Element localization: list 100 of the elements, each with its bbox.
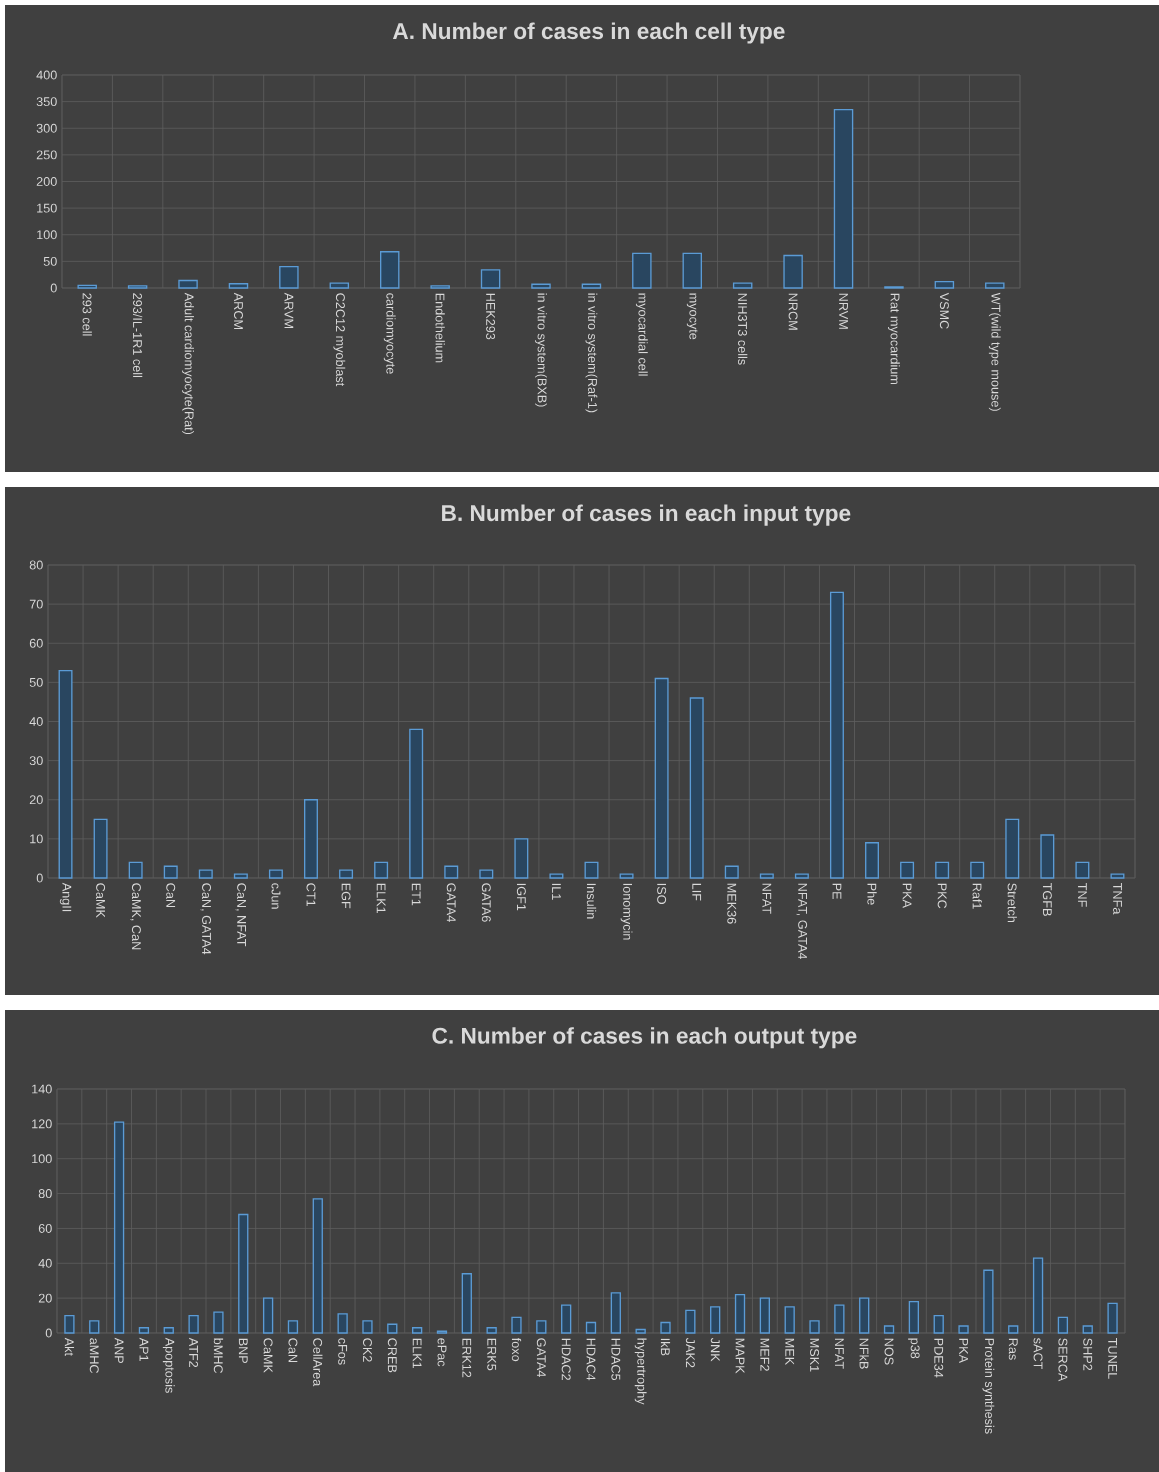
x-tick-label: p38 bbox=[908, 1338, 920, 1359]
bar bbox=[1057, 1316, 1069, 1334]
bar bbox=[64, 1314, 75, 1334]
bar bbox=[970, 861, 985, 879]
bar bbox=[581, 283, 602, 289]
x-tick-label: AngII bbox=[59, 882, 72, 912]
x-tick-label: PKA bbox=[902, 883, 912, 909]
bar bbox=[409, 728, 424, 879]
x-tick-label: AP1 bbox=[139, 1337, 149, 1362]
x-tick-label: myocyte bbox=[686, 293, 698, 340]
x-tick-label: aMHC bbox=[89, 1338, 99, 1374]
x-tick-label: TGFB bbox=[1042, 883, 1052, 916]
y-tick-label: 60 bbox=[38, 1223, 52, 1233]
bar bbox=[163, 865, 178, 879]
bar bbox=[430, 285, 450, 289]
x-tick-label: HDAC4 bbox=[586, 1338, 596, 1381]
x-tick-label: CaMK bbox=[96, 883, 106, 918]
y-tick-label: 10 bbox=[30, 834, 43, 844]
x-tick-label: ISO bbox=[657, 883, 667, 904]
x-tick-label: Akt bbox=[64, 1337, 75, 1356]
bar bbox=[935, 861, 950, 879]
bar bbox=[480, 269, 501, 289]
x-tick-label: GATA4 bbox=[536, 1338, 546, 1377]
x-tick-label: VSMC bbox=[939, 292, 949, 329]
bar bbox=[724, 865, 739, 879]
bar bbox=[859, 1297, 870, 1334]
bar bbox=[833, 108, 854, 289]
bar bbox=[77, 284, 97, 289]
x-tick-label: CaMK, CaN bbox=[130, 883, 141, 950]
x-tick-label: CaN, NFAT bbox=[235, 883, 247, 947]
y-tick-label: 0 bbox=[50, 283, 57, 293]
y-tick-label: 200 bbox=[36, 177, 57, 186]
x-tick-label: hypertrophy bbox=[634, 1338, 647, 1405]
x-tick-label: Protein synthesis bbox=[982, 1338, 995, 1434]
x-tick-label: IkB bbox=[660, 1338, 671, 1356]
x-tick-label: ELK1 bbox=[376, 883, 386, 914]
x-tick-label: MAPK bbox=[735, 1338, 745, 1374]
bar bbox=[89, 1320, 100, 1334]
x-tick-label: IL1 bbox=[552, 883, 561, 900]
x-tick-label: TNFa bbox=[1113, 883, 1122, 915]
x-tick-label: PKA bbox=[959, 1338, 968, 1364]
x-tick-label: IGF1 bbox=[516, 883, 526, 911]
bar bbox=[1107, 1302, 1118, 1334]
bar bbox=[138, 1327, 150, 1334]
bar bbox=[689, 697, 704, 879]
x-tick-label: GATA4 bbox=[446, 883, 456, 922]
x-tick-label: CaN bbox=[166, 883, 176, 908]
bar bbox=[829, 591, 844, 879]
x-tick-label: CaN bbox=[288, 1338, 298, 1363]
bar bbox=[514, 838, 529, 879]
x-tick-label: CaN, GATA4 bbox=[200, 883, 212, 955]
y-tick-label: 80 bbox=[38, 1189, 52, 1199]
x-tick-label: NFkB bbox=[859, 1338, 869, 1369]
x-tick-label: ELK1 bbox=[412, 1338, 422, 1369]
bar bbox=[985, 282, 1005, 289]
y-tick-label: 120 bbox=[32, 1119, 52, 1129]
bar bbox=[934, 280, 955, 289]
x-tick-label: SERCA bbox=[1058, 1338, 1068, 1382]
bar bbox=[784, 1306, 795, 1334]
x-tick-label: Phe bbox=[867, 883, 877, 905]
x-tick-label: ERK12 bbox=[462, 1338, 472, 1378]
bar bbox=[228, 283, 249, 289]
x-tick-label: Endothelium bbox=[435, 293, 445, 363]
y-tick-label: 50 bbox=[43, 256, 57, 266]
bar bbox=[809, 1320, 820, 1334]
x-tick-label: ARVM bbox=[284, 292, 294, 329]
x-tick-label: Apoptosis bbox=[162, 1337, 175, 1393]
bar bbox=[163, 1327, 174, 1334]
bar bbox=[1110, 873, 1125, 879]
bar bbox=[734, 1293, 746, 1334]
x-tick-label: HDAC5 bbox=[611, 1338, 621, 1381]
bar bbox=[1082, 1325, 1093, 1334]
bar bbox=[486, 1327, 497, 1334]
bar bbox=[1005, 818, 1020, 879]
x-tick-label: ERK5 bbox=[487, 1338, 497, 1371]
bar bbox=[584, 861, 599, 879]
bar bbox=[188, 1314, 199, 1334]
y-tick-label: 70 bbox=[29, 599, 43, 609]
bar bbox=[865, 842, 879, 879]
x-tick-label: ARCM bbox=[233, 292, 243, 329]
x-tick-label: TNF bbox=[1078, 883, 1087, 907]
x-tick-label: Ionomycin bbox=[620, 883, 633, 940]
y-tick-label: 60 bbox=[29, 638, 43, 648]
bar bbox=[479, 869, 494, 879]
x-tick-label: in vitro system(Raf-1) bbox=[585, 293, 598, 413]
x-tick-label: 293 cell bbox=[82, 293, 92, 336]
y-tick-label: 100 bbox=[37, 230, 57, 240]
y-tick-label: 40 bbox=[29, 717, 43, 726]
bar bbox=[58, 669, 73, 879]
bar bbox=[379, 251, 400, 289]
x-tick-label: EGF bbox=[341, 883, 351, 909]
y-tick-label: 150 bbox=[37, 203, 57, 213]
bar bbox=[660, 1321, 671, 1334]
x-tick-label: Ras bbox=[1008, 1338, 1018, 1360]
bar bbox=[329, 282, 350, 289]
x-tick-label: BNP bbox=[238, 1338, 248, 1364]
y-tick-label: 250 bbox=[36, 150, 57, 160]
bar bbox=[304, 799, 318, 879]
bar bbox=[279, 266, 299, 289]
x-tick-label: MEK bbox=[785, 1338, 795, 1366]
